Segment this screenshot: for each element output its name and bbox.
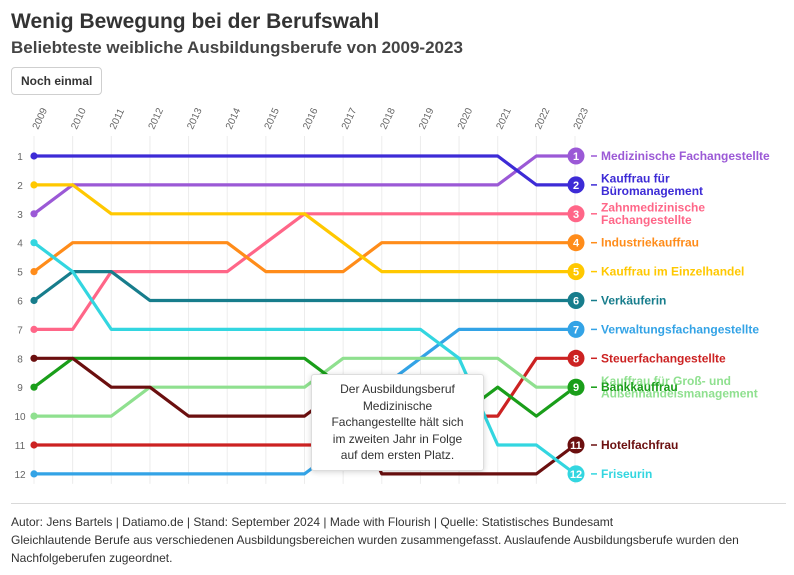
replay-button[interactable]: Noch einmal	[11, 67, 103, 95]
x-tick-label: 2017	[340, 106, 360, 131]
y-tick-label: 2	[17, 181, 23, 192]
y-tick-label: 5	[17, 268, 23, 279]
y-tick-label: 10	[14, 412, 26, 423]
x-tick-label: 2023	[572, 106, 592, 131]
rank-badge	[567, 320, 585, 338]
rank-badge-number: 2	[573, 180, 579, 192]
y-tick-label: 8	[17, 354, 23, 365]
series-start-point	[30, 325, 38, 333]
rank-badge	[567, 465, 585, 483]
rank-badge-number: 7	[573, 324, 579, 336]
x-tick-label: 2021	[494, 106, 514, 131]
series-start-point	[30, 296, 38, 305]
series-label: Medizinische Fachangestellte	[601, 149, 770, 163]
x-tick-label: 2019	[417, 106, 437, 131]
x-tick-label: 2015	[263, 106, 283, 131]
rank-badge-number: 5	[573, 267, 579, 279]
series-line	[32, 327, 577, 476]
y-tick-label: 9	[17, 383, 23, 394]
rank-badge-number: 8	[573, 353, 579, 365]
series-start-point	[30, 383, 38, 391]
annotation-tooltip: Der Ausbildungsberuf Medizinische Fachan…	[311, 374, 484, 471]
y-tick-label: 11	[15, 441, 26, 452]
series-line	[32, 241, 577, 274]
footer-credits: Autor: Jens Bartels | Datiamo.de | Stand…	[11, 515, 614, 529]
y-tick-label: 7	[17, 325, 23, 336]
rank-badge-number: 12	[570, 469, 582, 481]
series-label: Büromanagement	[601, 184, 703, 198]
chart-title: Wenig Bewegung bei der Berufswahl	[11, 10, 380, 33]
series-label: Fachangestellte	[601, 213, 692, 227]
series-start-point	[30, 152, 38, 160]
x-tick-label: 2016	[301, 106, 321, 131]
tooltip-line: im zweiten Jahr in Folge	[332, 431, 463, 446]
x-tick-label: 2012	[147, 106, 167, 131]
series-label: Steuerfachangestellte	[601, 351, 726, 365]
series-line	[32, 241, 577, 476]
bump-chart: 2009 2010 2011 2012 2013 2014 2015 2016 2017 2018…	[14, 106, 770, 484]
x-tick-label: 2010	[69, 106, 89, 131]
y-tick-label: 3	[17, 210, 23, 221]
series-label: Friseurin	[601, 467, 652, 481]
rank-badge	[567, 436, 585, 454]
series-line	[32, 270, 577, 303]
series-start-point	[30, 268, 38, 276]
footer-note: Gleichlautende Berufe aus verschiedenen …	[11, 533, 739, 565]
rank-badge	[567, 263, 585, 281]
series-label: Verkäuferin	[601, 294, 666, 308]
series-start-point	[30, 181, 38, 189]
x-tick-label: 2018	[379, 106, 399, 131]
rank-badge-number: 6	[573, 296, 579, 308]
series-label: Industriekauffrau	[601, 236, 699, 250]
series-start-point	[30, 354, 38, 362]
series-label: Zahnmedizinische	[601, 201, 705, 215]
series-label: Kauffrau im Einzelhandel	[601, 265, 744, 279]
rank-badge-number: 1	[573, 151, 579, 163]
series-start-point	[30, 441, 38, 449]
rank-badge	[567, 205, 585, 223]
series-start-point	[30, 412, 38, 420]
tooltip-line: Der Ausbildungsberuf	[340, 382, 455, 396]
chart-subtitle: Beliebteste weibliche Ausbildungsberufe …	[11, 38, 463, 57]
series-label: Kauffrau für Groß- und	[601, 374, 731, 388]
series-start-point	[30, 210, 38, 218]
series-line	[32, 356, 577, 418]
tooltip-line: Fachangestellte hält sich	[331, 415, 464, 429]
rank-badge	[567, 349, 585, 367]
rank-badge	[567, 147, 585, 165]
tooltip-line: auf dem ersten Platz.	[340, 448, 455, 462]
y-tick-label: 1	[17, 152, 23, 163]
series-line	[32, 183, 577, 274]
series-label: Bankkauffrau	[601, 380, 678, 394]
series-label: Außenhandelsmanagement	[601, 386, 758, 400]
x-tick-label: 2022	[533, 106, 553, 131]
rank-badge-number: 3	[573, 209, 579, 221]
y-tick-label: 4	[17, 239, 23, 250]
footer: Autor: Jens Bartels | Datiamo.de | Stand…	[11, 503, 786, 567]
series-line	[32, 154, 577, 187]
tooltip-line: Medizinische	[362, 398, 433, 413]
rank-badge-number: 4	[573, 238, 580, 250]
series-label: Kauffrau für	[601, 172, 670, 186]
rank-badge	[567, 234, 585, 252]
series-start-point	[30, 470, 38, 478]
y-tick-label: 6	[17, 297, 23, 308]
rank-badge	[567, 292, 585, 309]
x-tick-label: 2014	[224, 106, 244, 131]
x-tick-label: 2009	[31, 106, 51, 131]
x-tick-label: 2013	[185, 106, 205, 131]
series-label: Verwaltungsfachangestellte	[601, 322, 759, 336]
x-tick-label: 2020	[456, 106, 476, 131]
series-start-point	[30, 239, 38, 247]
rank-badge-number: 11	[570, 440, 582, 452]
series-line	[32, 154, 577, 216]
x-tick-label: 2011	[108, 107, 127, 132]
series-label: Hotelfachfrau	[601, 438, 678, 452]
rank-badge	[567, 378, 585, 396]
rank-badge-number: 9	[573, 382, 579, 394]
series-line	[32, 356, 577, 476]
rank-badge	[567, 176, 585, 194]
series-line	[32, 356, 577, 418]
y-tick-label: 12	[14, 470, 26, 481]
